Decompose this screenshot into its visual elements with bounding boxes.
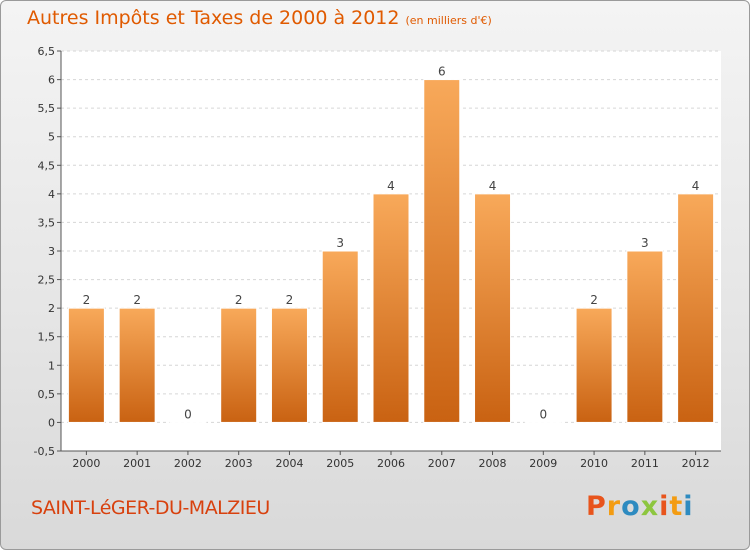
y-tick-label: 5 <box>48 131 55 144</box>
data-label-2012: 4 <box>692 179 700 193</box>
y-tick-label: 4,5 <box>38 159 56 172</box>
y-tick-label: 6,5 <box>38 45 56 58</box>
bar-2012 <box>677 193 715 423</box>
x-tick-label-2011: 2011 <box>631 457 659 470</box>
data-label-2003: 2 <box>235 293 243 307</box>
bar-2008 <box>474 193 512 423</box>
proxiti-logo: Proxiti <box>586 491 694 522</box>
x-tick-label-2009: 2009 <box>529 457 557 470</box>
bar-2006 <box>372 193 410 423</box>
y-tick-label: 0 <box>48 416 55 429</box>
logo-letter: r <box>606 491 622 522</box>
commune-name: SAINT-LéGER-DU-MALZIEU <box>31 497 270 519</box>
y-tick-label: -0,5 <box>34 445 55 458</box>
x-tick-label-2012: 2012 <box>682 457 710 470</box>
x-tick-label-2000: 2000 <box>72 457 100 470</box>
bar-2002 <box>169 420 207 423</box>
y-tick-label: 6 <box>48 74 55 87</box>
bar-2011 <box>626 250 664 423</box>
chart-subtitle: (en milliers d'€) <box>405 14 492 27</box>
y-tick-label: 1,5 <box>38 331 56 344</box>
logo-letter: i <box>683 491 694 522</box>
data-label-2009: 0 <box>539 407 547 421</box>
bar-2010 <box>575 307 613 423</box>
y-tick-label: 3 <box>48 245 55 258</box>
logo-letter: o <box>621 491 641 522</box>
x-tick-label-2010: 2010 <box>580 457 608 470</box>
x-tick-label-2006: 2006 <box>377 457 405 470</box>
bar-2009 <box>524 420 562 423</box>
y-tick-label: 2,5 <box>38 274 56 287</box>
y-tick-label: 0,5 <box>38 388 56 401</box>
data-label-2011: 3 <box>641 236 649 250</box>
y-tick-label: 4 <box>48 188 55 201</box>
data-label-2008: 4 <box>489 179 497 193</box>
x-tick-label-2007: 2007 <box>428 457 456 470</box>
logo-letter: x <box>640 491 660 522</box>
data-label-2002: 0 <box>184 407 192 421</box>
logo-letter: i <box>659 491 670 522</box>
y-tick-label: 2 <box>48 302 55 315</box>
bar-2001 <box>118 307 156 423</box>
data-label-2007: 6 <box>438 65 446 79</box>
x-tick-label-2005: 2005 <box>326 457 354 470</box>
data-label-2001: 2 <box>133 293 141 307</box>
data-label-2000: 2 <box>83 293 91 307</box>
y-tick-label: 3,5 <box>38 216 56 229</box>
data-label-2004: 2 <box>286 293 294 307</box>
logo-letter: t <box>669 491 684 522</box>
bar-2005 <box>321 250 359 423</box>
data-label-2005: 3 <box>336 236 344 250</box>
data-label-2006: 4 <box>387 179 395 193</box>
bar-2003 <box>220 307 258 423</box>
y-tick-label: 1 <box>48 359 55 372</box>
chart-title: Autres Impôts et Taxes de 2000 à 2012 (en… <box>27 7 492 29</box>
bar-2007 <box>423 79 461 423</box>
x-tick-label-2003: 2003 <box>225 457 253 470</box>
bar-2004 <box>270 307 308 423</box>
x-tick-label-2001: 2001 <box>123 457 151 470</box>
y-tick-label: 5,5 <box>38 102 56 115</box>
x-tick-label-2008: 2008 <box>479 457 507 470</box>
x-tick-label-2002: 2002 <box>174 457 202 470</box>
logo-letter: P <box>586 491 607 522</box>
bar-2000 <box>67 307 105 423</box>
x-tick-label-2004: 2004 <box>275 457 303 470</box>
data-label-2010: 2 <box>590 293 598 307</box>
